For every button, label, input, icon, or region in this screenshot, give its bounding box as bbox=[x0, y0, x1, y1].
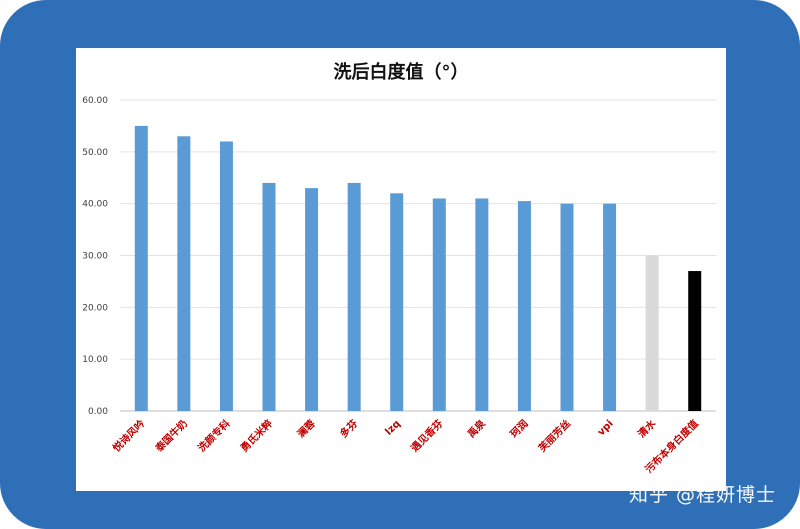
y-tick-label: 40.00 bbox=[82, 200, 108, 210]
y-tick-labels: 0.00 10.00 20.00 30.00 40.00 50.00 60.00 bbox=[82, 96, 108, 417]
x-tick-label: lzq bbox=[383, 418, 402, 437]
bar bbox=[645, 255, 659, 411]
bars bbox=[134, 125, 702, 412]
y-tick-label: 50.00 bbox=[82, 148, 108, 158]
chart-card: 洗后白度值（°） 0.00 10.00 20.00 30.00 40.00 50.00 60… bbox=[76, 48, 726, 491]
x-tick-label: 悦诗风吟 bbox=[110, 417, 147, 454]
bar bbox=[347, 182, 361, 411]
bar bbox=[517, 201, 531, 411]
y-tick-label: 0.00 bbox=[88, 407, 108, 417]
y-tick-label: 60.00 bbox=[82, 96, 108, 106]
bar bbox=[603, 203, 617, 411]
x-tick-label: 珂润 bbox=[507, 417, 530, 440]
x-tick-label: 澜蓉 bbox=[294, 417, 317, 440]
x-tick-label: 洗颜专科 bbox=[195, 417, 232, 454]
chart-title: 洗后白度值（°） bbox=[333, 62, 469, 83]
x-tick-label: 禹泉 bbox=[465, 416, 489, 440]
grid-lines bbox=[120, 99, 716, 412]
bar bbox=[134, 125, 148, 412]
x-tick-label: 芙丽芳丝 bbox=[535, 417, 573, 455]
x-tick-label: 清水 bbox=[635, 416, 659, 440]
y-tick-label: 10.00 bbox=[82, 355, 108, 365]
y-tick-label: 20.00 bbox=[82, 303, 108, 313]
bar bbox=[262, 182, 276, 411]
x-tick-label: 多芬 bbox=[337, 416, 361, 440]
y-tick-label: 30.00 bbox=[82, 252, 108, 262]
bar bbox=[219, 141, 233, 411]
bar bbox=[390, 193, 404, 411]
x-tick-labels: 悦诗风吟 泰国牛奶 洗颜专科 勇氏米粹 澜蓉 多芬 lzq 遇见香芬 禹泉 珂润 芙丽芳丝 vpi 清水… bbox=[110, 416, 701, 475]
bar bbox=[305, 188, 319, 411]
x-tick-label: vpi bbox=[596, 418, 616, 438]
bar bbox=[177, 136, 191, 411]
x-tick-label: 勇氏米粹 bbox=[238, 417, 275, 454]
bar bbox=[688, 271, 702, 411]
x-tick-label: 遇见香芬 bbox=[408, 416, 446, 454]
watermark: 知乎 @程妍博士 bbox=[628, 484, 776, 506]
bar bbox=[475, 198, 489, 411]
bar-chart: 0.00 10.00 20.00 30.00 40.00 50.00 60.00 悦诗风吟泰… bbox=[82, 96, 716, 476]
bar bbox=[432, 198, 446, 411]
x-tick-label: 泰国牛奶 bbox=[152, 417, 190, 455]
bar bbox=[560, 203, 574, 411]
